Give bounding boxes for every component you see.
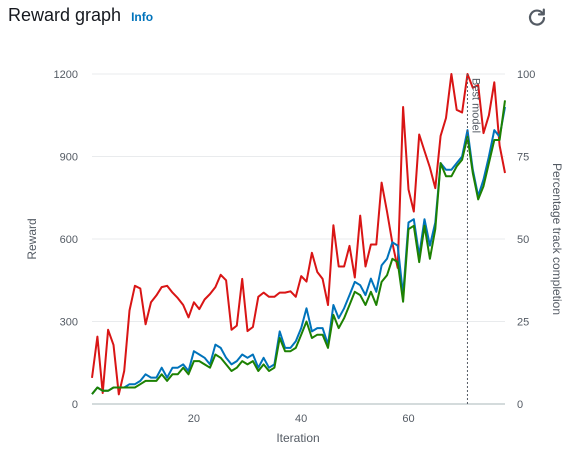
best-model-label: Best model — [469, 78, 481, 133]
series-line-3 — [91, 100, 506, 395]
y2-tick-label: 50 — [517, 234, 529, 246]
y2-tick-label: 75 — [517, 152, 529, 164]
series-line-2 — [91, 106, 506, 395]
y-tick-label: 0 — [72, 399, 78, 411]
y-tick-label: 1200 — [54, 69, 78, 81]
x-tick-label: 60 — [402, 413, 414, 425]
y-axis-title: Reward — [25, 218, 39, 259]
page-title: Reward graph — [8, 5, 122, 25]
y2-tick-label: 25 — [517, 317, 529, 329]
series-line-1 — [91, 73, 506, 396]
x-tick-label: 20 — [188, 413, 200, 425]
y-tick-label: 600 — [60, 234, 78, 246]
y2-tick-label: 100 — [517, 69, 535, 81]
y2-axis-title: Percentage track completion — [550, 163, 564, 315]
x-axis-title: Iteration — [276, 431, 319, 445]
y-tick-label: 300 — [60, 317, 78, 329]
info-link[interactable]: Info — [131, 10, 154, 24]
panel-header: Reward graph Info — [8, 5, 153, 33]
refresh-icon — [528, 8, 546, 26]
y2-tick-label: 0 — [517, 399, 523, 411]
reward-chart: 0 300 600 900 1200 0 25 50 75 100 20 40 60 Best mode… — [25, 69, 564, 445]
refresh-button[interactable] — [526, 7, 548, 29]
y-tick-label: 900 — [60, 152, 78, 164]
x-tick-label: 40 — [295, 413, 307, 425]
